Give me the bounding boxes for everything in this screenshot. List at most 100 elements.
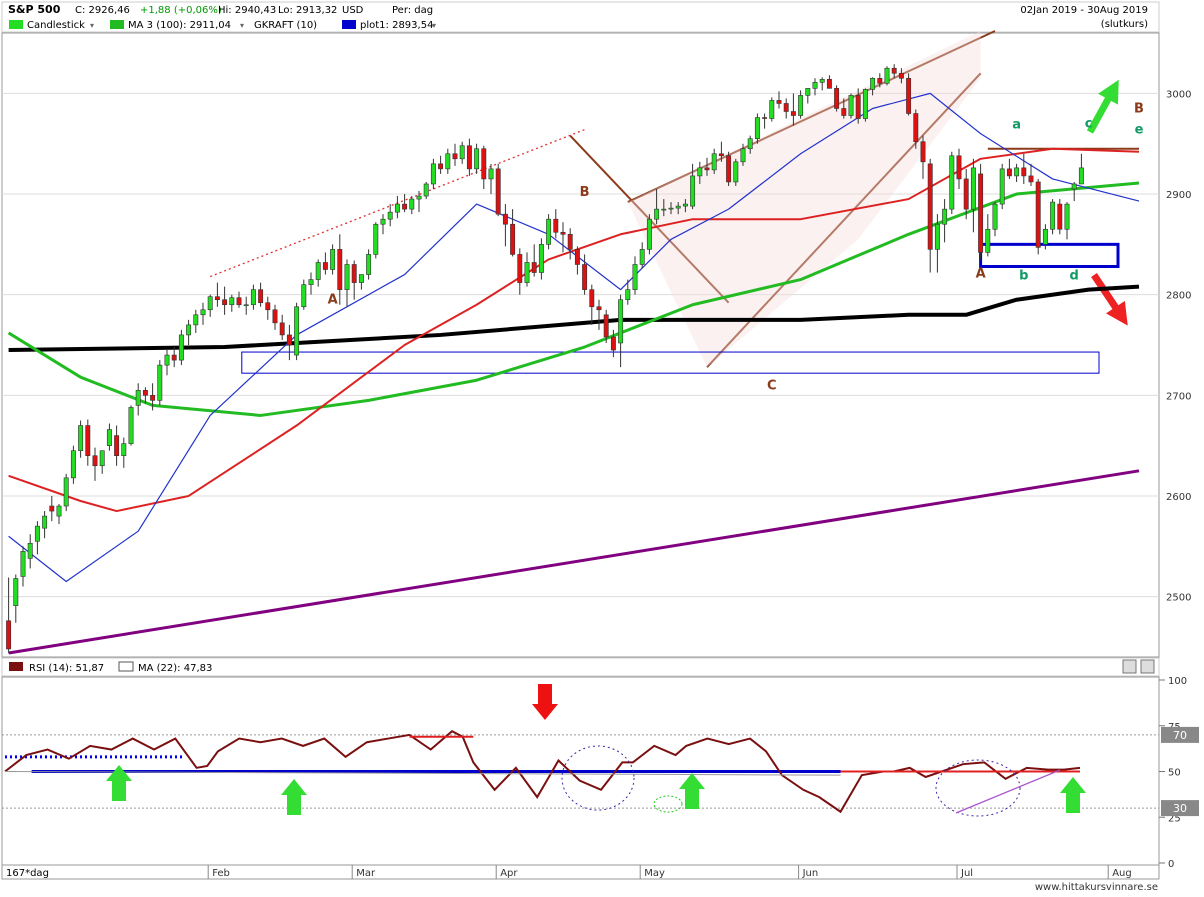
rsi-circle xyxy=(935,759,1021,817)
price-tick-label: 2500 xyxy=(1166,593,1191,604)
legend-label-gkraft: GKRAFT (10) xyxy=(254,20,317,31)
close-panel-icon[interactable] xyxy=(1140,659,1155,674)
candle-body xyxy=(402,203,408,210)
candle-body xyxy=(78,425,84,451)
candle-body xyxy=(301,284,307,308)
candle-body xyxy=(574,249,580,265)
rsi-arrow-head xyxy=(532,704,558,720)
candle-body xyxy=(812,82,818,89)
candle-body xyxy=(222,299,228,306)
candle-body xyxy=(862,89,868,119)
axis-labels: 25002600270028002900300002550751007030Fe… xyxy=(207,89,1199,879)
rsi-tick-label: 100 xyxy=(1168,676,1187,687)
legend-ma[interactable]: MA 3 (100): 2911,04 ▾ xyxy=(110,20,244,31)
price-type-label: (slutkurs) xyxy=(1101,19,1148,30)
candles xyxy=(6,64,1084,653)
rsi-line xyxy=(4,730,1081,814)
candle-body xyxy=(589,289,595,308)
wave-label: B xyxy=(1134,102,1144,117)
legend-candlestick[interactable]: Candlestick ▾ xyxy=(9,20,94,31)
long-term-trendline xyxy=(8,469,1140,655)
legend-gkraft[interactable]: GKRAFT (10) xyxy=(254,20,317,31)
period-count-label: 167*dag xyxy=(6,868,49,879)
wave-label: d xyxy=(1070,269,1079,284)
rsi-arrow-head xyxy=(106,765,132,781)
candle-body xyxy=(877,77,883,84)
candle-body xyxy=(834,88,840,109)
candle-body xyxy=(351,264,357,283)
candle-body xyxy=(243,304,249,307)
candle-body xyxy=(740,148,746,163)
time-axis-frame xyxy=(1,864,1160,880)
month-label: May xyxy=(644,868,665,879)
candle-body xyxy=(1035,181,1041,248)
legend-swatch-ma xyxy=(110,20,124,29)
change-value: +1,88 (+0,06%) xyxy=(140,5,222,16)
candle-body xyxy=(135,389,141,406)
candle-body xyxy=(337,249,343,290)
legend-swatch-plot1 xyxy=(342,20,356,29)
rsi-arrow-shaft xyxy=(538,684,552,704)
candle-body xyxy=(913,113,919,142)
low-value: Lo: 2913,32 xyxy=(278,5,337,16)
candle-body xyxy=(610,336,616,351)
candle-body xyxy=(366,254,372,275)
zoom-icon[interactable] xyxy=(1122,659,1137,674)
candle-body xyxy=(934,223,940,250)
candle-body xyxy=(481,148,487,180)
candle-body xyxy=(942,208,948,225)
rsi-oversold-badge xyxy=(1161,800,1199,817)
month-label: Jul xyxy=(960,868,973,879)
candle-body xyxy=(416,195,422,200)
candle-body xyxy=(42,515,48,529)
close-value: C: 2926,46 xyxy=(75,5,130,16)
candle-body xyxy=(776,100,782,104)
candle-body xyxy=(445,153,451,170)
candle-body xyxy=(265,302,271,311)
candle-body xyxy=(510,223,516,255)
period-label: Per: dag xyxy=(392,5,433,16)
candle-body xyxy=(207,296,213,311)
candle-body xyxy=(200,309,206,316)
candle-body xyxy=(639,249,645,265)
candle-body xyxy=(344,264,350,290)
candle-body xyxy=(380,218,386,225)
rsi-oversold-label: 30 xyxy=(1173,802,1187,815)
rsi-arrow-head xyxy=(281,779,307,795)
price-tick-label: 3000 xyxy=(1166,89,1191,100)
candle-body xyxy=(646,218,652,250)
ma-line-MA20 xyxy=(8,92,1140,583)
candle-body xyxy=(150,395,156,401)
candle-body xyxy=(27,542,33,559)
candle-body xyxy=(99,450,105,467)
candle-body xyxy=(553,218,559,233)
candle-body xyxy=(920,141,926,163)
candle-body xyxy=(769,100,775,119)
month-label: Feb xyxy=(212,868,230,879)
month-label: Apr xyxy=(500,868,518,879)
candle-body xyxy=(697,167,703,177)
rsi-tick-label: 25 xyxy=(1168,813,1181,824)
rsi-circle xyxy=(561,745,635,811)
rsi-legend[interactable]: RSI (14): 51,87 MA (22): 47,83 xyxy=(9,661,212,674)
candle-body xyxy=(1071,183,1077,190)
wave-label: c xyxy=(1085,117,1093,132)
candle-body xyxy=(805,88,811,96)
candle-body xyxy=(452,153,458,160)
watermark: www.hittakursvinnare.se xyxy=(1035,882,1158,893)
channel-shading xyxy=(627,30,981,368)
price-tick-label: 2700 xyxy=(1166,391,1191,402)
candle-body xyxy=(826,78,832,89)
candle-body xyxy=(992,203,998,230)
legend-dropdown-icon: ▾ xyxy=(90,21,94,30)
legend-label-candlestick: Candlestick xyxy=(27,20,85,31)
candle-body xyxy=(394,203,400,213)
candle-body xyxy=(128,407,134,444)
rsi-overbought-badge xyxy=(1161,726,1199,743)
month-label: Aug xyxy=(1112,868,1132,879)
rising-trendline-upper xyxy=(627,30,996,203)
candle-body xyxy=(524,262,530,283)
candle-body xyxy=(560,231,566,235)
legend-plot1[interactable]: plot1: 2893,54 ▾ xyxy=(342,20,436,31)
